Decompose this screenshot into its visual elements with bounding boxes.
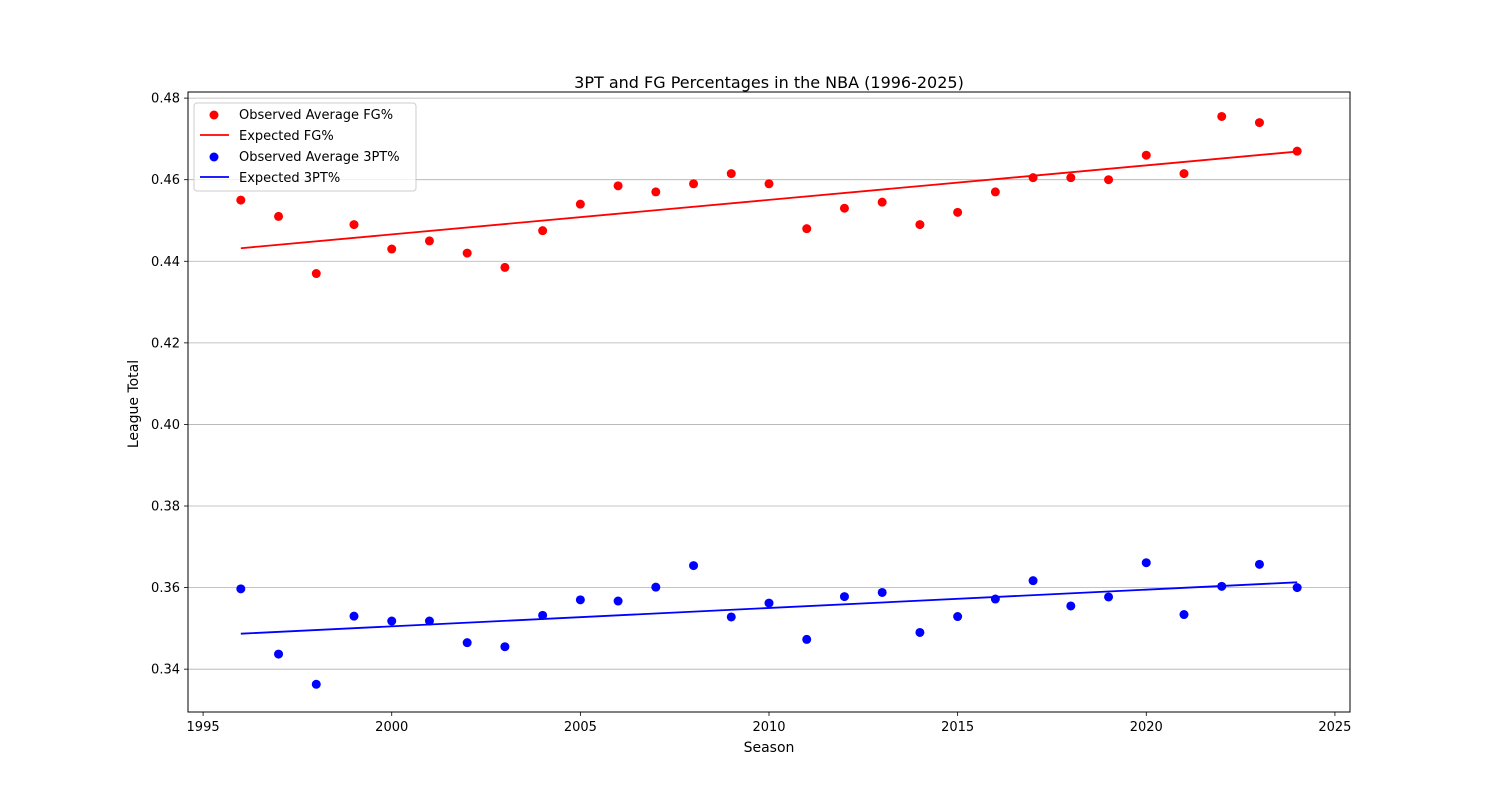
data-point: [1254, 118, 1264, 128]
data-point: [500, 262, 510, 272]
legend-marker-3pt-observed: [209, 152, 219, 162]
data-point: [839, 203, 849, 213]
data-point: [953, 207, 963, 217]
series-observed-average-3pt: [236, 558, 1302, 689]
data-point: [1254, 559, 1264, 569]
data-point: [274, 211, 284, 221]
legend-label-fg-observed: Observed Average FG%: [239, 108, 393, 123]
y-tick-label: 0.44: [151, 255, 180, 270]
y-tick-label: 0.48: [151, 92, 180, 107]
x-tick-label: 1995: [187, 720, 220, 735]
data-point: [802, 224, 812, 234]
data-point: [1179, 610, 1189, 620]
data-point: [424, 236, 434, 246]
data-point: [651, 582, 661, 592]
legend-marker-fg-observed: [209, 110, 219, 120]
data-point: [387, 616, 397, 626]
x-tick-label: 2000: [375, 720, 408, 735]
data-point: [462, 248, 472, 258]
legend-label-3pt-expected: Expected 3PT%: [239, 171, 340, 186]
data-point: [877, 197, 887, 207]
x-axis-label: Season: [744, 740, 795, 756]
data-point: [424, 616, 434, 626]
x-tick-label: 2010: [752, 720, 785, 735]
data-point: [689, 179, 699, 189]
data-point: [1141, 150, 1151, 160]
data-point: [1104, 592, 1114, 602]
data-point: [726, 169, 736, 179]
data-point: [915, 220, 925, 230]
y-tick-label: 0.40: [151, 418, 180, 433]
legend-label-3pt-observed: Observed Average 3PT%: [239, 150, 400, 165]
trend-line-expected-3pt: [240, 581, 1298, 635]
data-point: [839, 592, 849, 602]
data-point: [877, 587, 887, 597]
data-point: [953, 612, 963, 622]
x-tick-label: 2005: [564, 720, 597, 735]
data-point: [1104, 175, 1114, 185]
x-tick-label: 2015: [941, 720, 974, 735]
data-point: [613, 181, 623, 191]
data-point: [311, 269, 321, 279]
data-point: [500, 642, 510, 652]
y-tick-label: 0.34: [151, 663, 180, 678]
data-point: [651, 187, 661, 197]
data-point: [236, 584, 246, 594]
data-point: [1141, 558, 1151, 568]
data-point: [349, 611, 359, 621]
data-point: [1028, 576, 1038, 586]
data-point: [689, 561, 699, 571]
series-expected-fg: [240, 150, 1298, 250]
data-point: [1066, 173, 1076, 183]
data-point: [915, 627, 925, 637]
data-point: [538, 610, 548, 620]
data-point: [990, 187, 1000, 197]
x-tick-label: 2025: [1318, 720, 1351, 735]
data-point: [990, 594, 1000, 604]
series-layer: [236, 111, 1302, 689]
grid-layer: [188, 97, 1350, 670]
data-point: [764, 179, 774, 189]
y-axis-label: League Total: [126, 360, 142, 448]
y-tick-label: 0.46: [151, 173, 180, 188]
data-point: [236, 195, 246, 205]
data-point: [1066, 601, 1076, 611]
legend-frame: [193, 102, 417, 192]
trend-line-expected-fg: [240, 150, 1298, 250]
data-point: [726, 612, 736, 622]
series-expected-3pt: [240, 581, 1298, 635]
x-tick-label: 2020: [1130, 720, 1163, 735]
y-tick-label: 0.42: [151, 336, 180, 351]
data-point: [311, 679, 321, 689]
data-point: [274, 649, 284, 659]
legend: Observed Average FG% Expected FG% Observ…: [193, 102, 417, 192]
data-point: [1292, 146, 1302, 156]
data-point: [1217, 111, 1227, 121]
data-point: [387, 244, 397, 254]
data-point: [575, 595, 585, 605]
data-point: [462, 638, 472, 648]
data-point: [349, 220, 359, 230]
data-point: [1292, 583, 1302, 593]
data-point: [1028, 173, 1038, 183]
tick-layer: 0.34 0.36 0.38 0.40 0.42 0.44 0.46 0.48 1995 2000…: [151, 92, 1351, 735]
data-point: [764, 598, 774, 608]
data-point: [1179, 169, 1189, 179]
chart-title: 3PT and FG Percentages in the NBA (1996-…: [574, 73, 964, 92]
data-point: [538, 226, 548, 236]
y-tick-label: 0.38: [151, 500, 180, 515]
data-point: [613, 596, 623, 606]
data-point: [802, 634, 812, 644]
data-point: [575, 199, 585, 209]
legend-label-fg-expected: Expected FG%: [239, 129, 334, 144]
y-tick-label: 0.36: [151, 581, 180, 596]
